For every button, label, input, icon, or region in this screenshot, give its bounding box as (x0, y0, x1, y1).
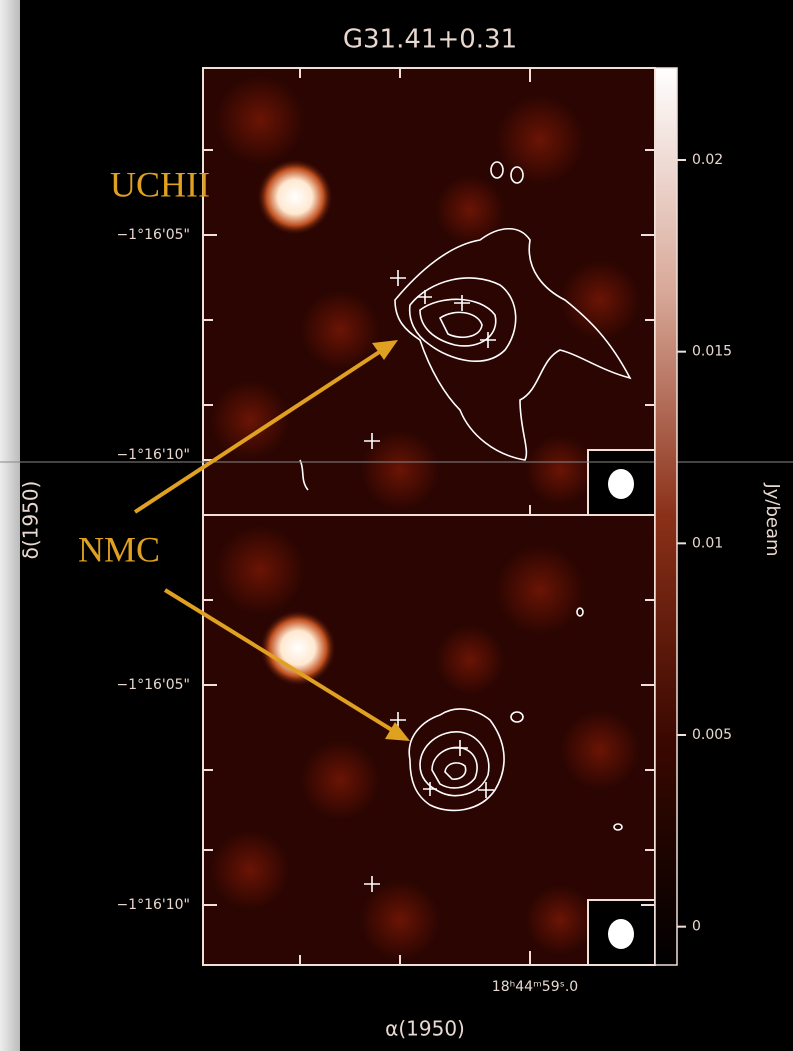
colorbar-label: Jy/beam (762, 482, 783, 556)
x-axis-label: α(1950) (385, 1017, 465, 1041)
colorbar-tick-label: 0.015 (692, 344, 732, 360)
colorbar-tick-label: 0.01 (692, 535, 723, 551)
colorbar-tick-label: 0.005 (692, 727, 732, 743)
y-axis-label: δ(1950) (19, 481, 43, 560)
ra-tick-label: 18ʰ44ᵐ59ˢ.0 (492, 979, 578, 995)
title: G31.41+0.31 (343, 25, 517, 55)
colorbar (655, 68, 677, 965)
dec-tick-label: −1°16'05" (116, 227, 190, 243)
annotation: UCHII (110, 164, 210, 204)
dec-tick-label: −1°16'05" (116, 677, 190, 693)
colorbar-tick-label: 0 (692, 919, 701, 935)
dec-tick-label: −1°16'10" (116, 447, 190, 463)
annotation: NMC (78, 529, 160, 569)
map-panels (203, 68, 655, 965)
page: {"chart_data": {"type": "image", "title"… (0, 0, 793, 1051)
colorbar-tick-label: 0.02 (692, 152, 723, 168)
dec-tick-label: −1°16'10" (116, 897, 190, 913)
colorbar-ticks: 0 0.005 0.01 0.015 0.02 (677, 152, 732, 935)
figure: G31.41+0.31 (0, 0, 793, 1051)
side-strip (0, 0, 20, 1051)
